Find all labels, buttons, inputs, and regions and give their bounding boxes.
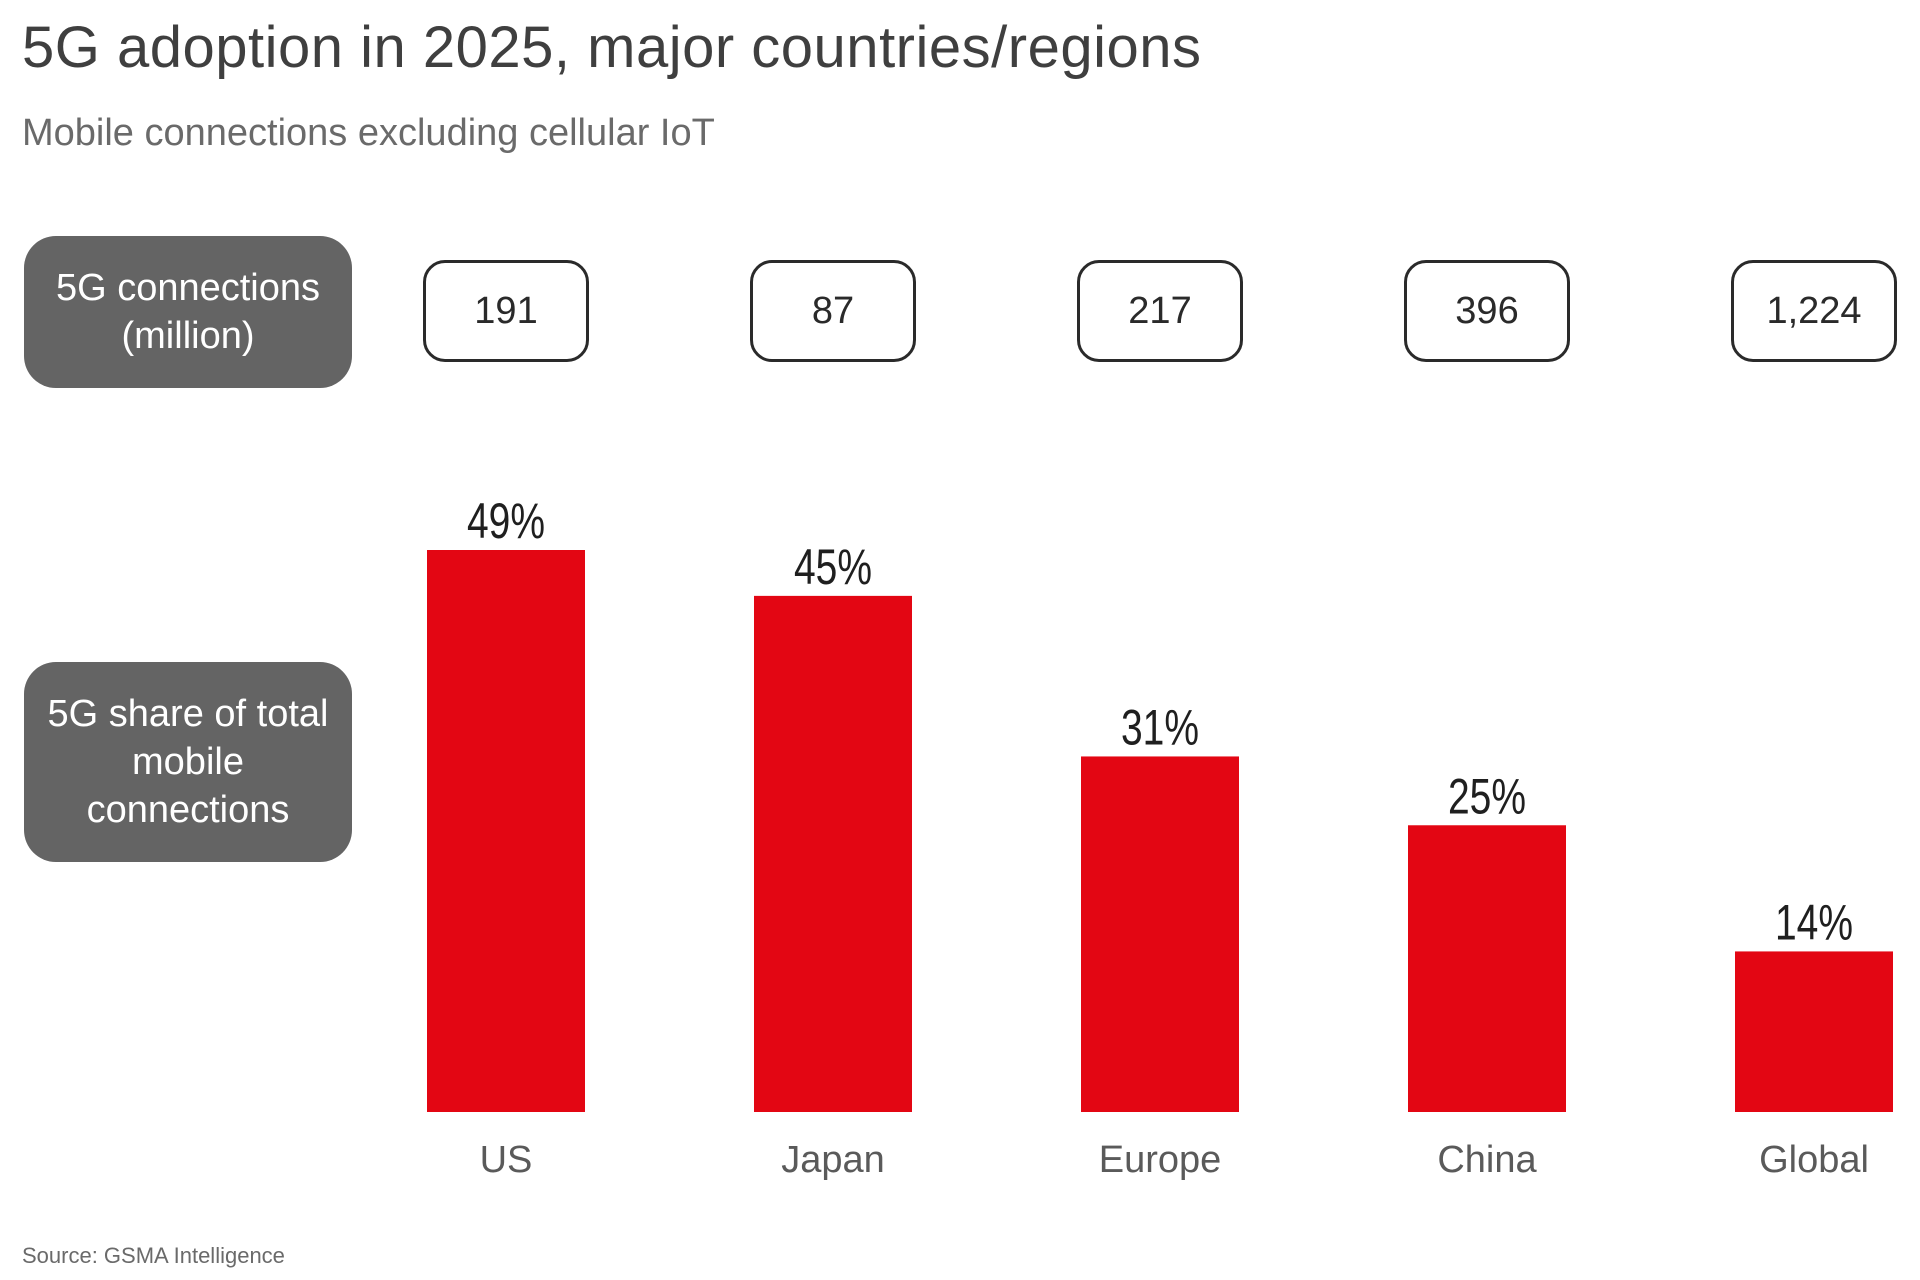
category-label: US (480, 1139, 533, 1181)
data-label: 14% (1775, 894, 1853, 951)
data-label: 49% (467, 492, 545, 549)
category-label: Global (1759, 1139, 1869, 1181)
category-label: Japan (781, 1139, 885, 1181)
source-note: Source: GSMA Intelligence (22, 1243, 285, 1268)
connections-row-label: 5G connections (million) (24, 236, 352, 388)
connections-value-box: 396 (1404, 260, 1570, 362)
data-label: 45% (794, 538, 872, 595)
bar-europe (1081, 756, 1239, 1112)
category-label: Europe (1099, 1139, 1222, 1181)
chart-title: 5G adoption in 2025, major countries/reg… (22, 15, 1202, 80)
connections-value-box: 87 (750, 260, 916, 362)
category-label: China (1437, 1139, 1537, 1181)
data-label: 31% (1121, 699, 1199, 756)
bar-china (1408, 825, 1566, 1112)
connections-value-box: 217 (1077, 260, 1243, 362)
data-label: 25% (1448, 768, 1526, 825)
bar-global (1735, 951, 1893, 1112)
chart-subtitle: Mobile connections excluding cellular Io… (22, 112, 715, 154)
connections-value-box: 1,224 (1731, 260, 1897, 362)
bar-japan (754, 595, 912, 1112)
connections-value-box: 191 (423, 260, 589, 362)
bar-us (427, 550, 585, 1112)
share-row-label: 5G share of total mobile connections (24, 662, 352, 862)
